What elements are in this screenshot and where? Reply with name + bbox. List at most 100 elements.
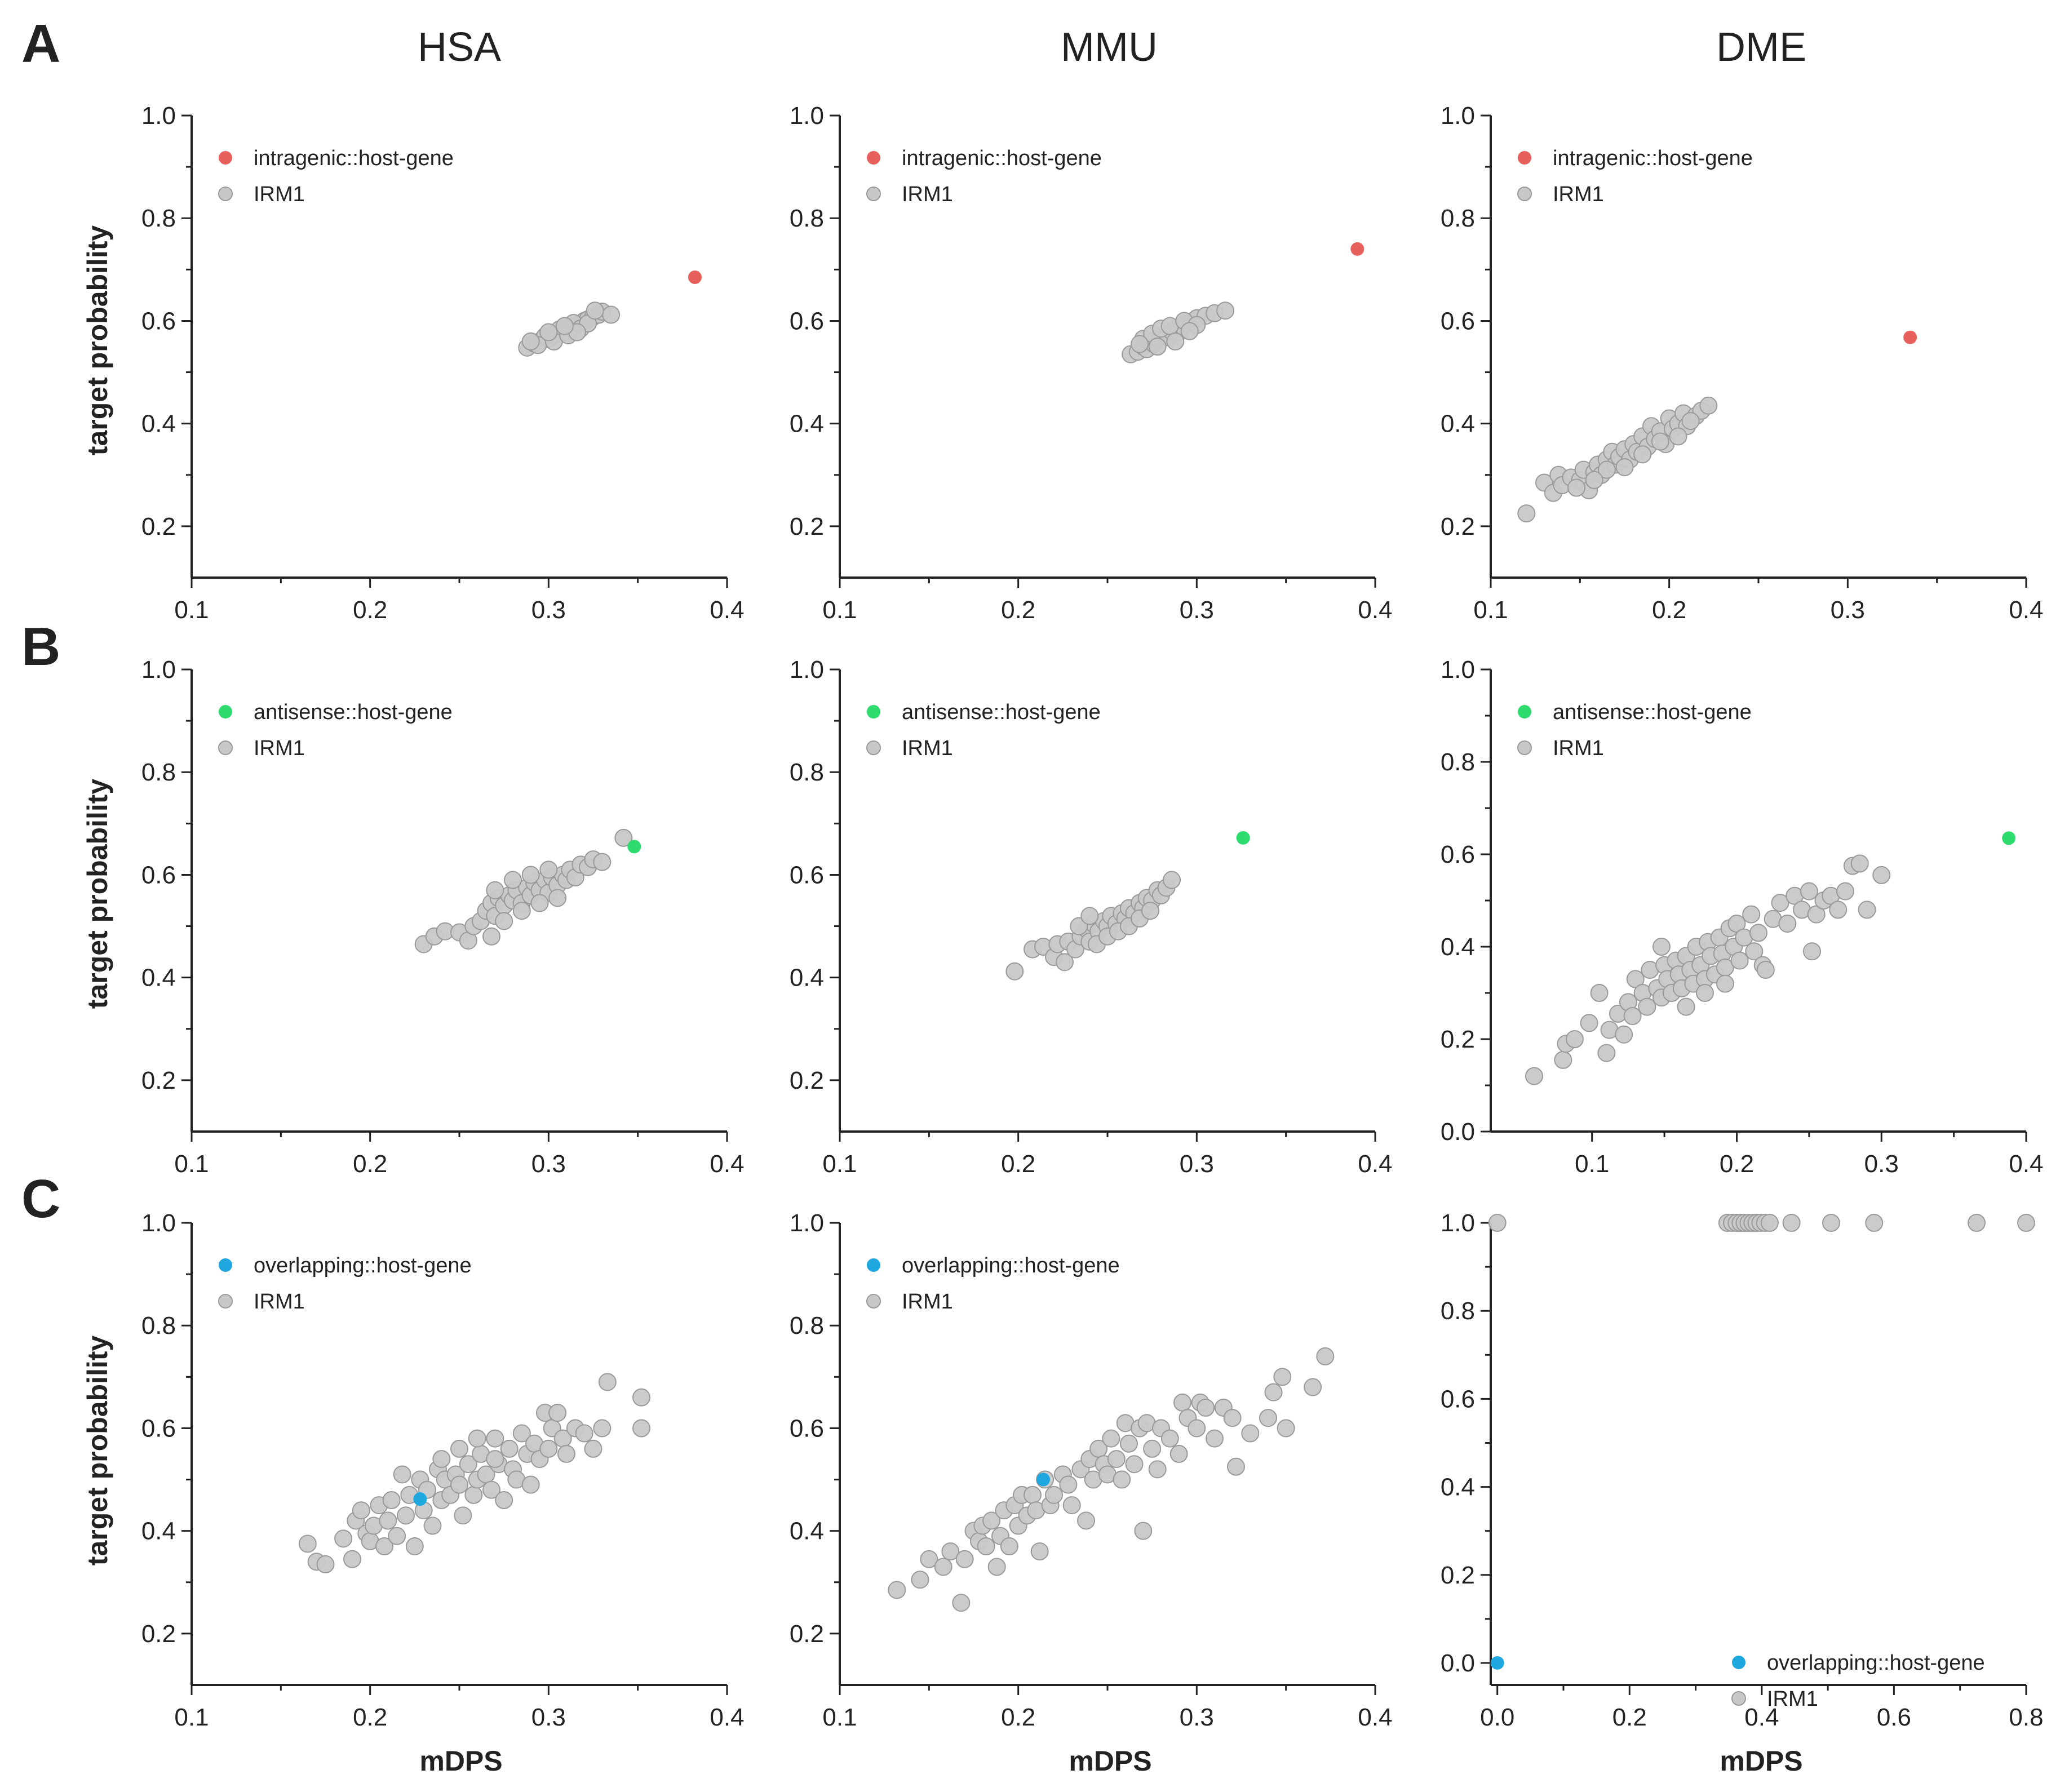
y-tick-label: 0.0 — [1441, 1118, 1475, 1146]
irm1-point — [548, 1404, 567, 1422]
legend-label: antisense::host-gene — [902, 700, 1101, 724]
irm1-point — [512, 1424, 531, 1443]
x-tick-label: 0.1 — [822, 1704, 857, 1731]
x-tick-label: 0.3 — [1180, 596, 1214, 624]
irm1-point — [614, 828, 633, 847]
x-tick-label: 0.2 — [1001, 1150, 1035, 1178]
panel-letter-c: C — [21, 1169, 60, 1229]
irm1-point — [2017, 1214, 2035, 1232]
irm1-point — [1131, 335, 1149, 353]
y-tick-label: 0.8 — [790, 205, 824, 232]
irm1-point — [1163, 871, 1181, 889]
legend-label: IRM1 — [254, 737, 305, 760]
host-gene-point — [1036, 1472, 1050, 1487]
legend-marker — [1518, 705, 1531, 718]
y-tick-label: 0.8 — [141, 759, 176, 786]
irm1-point — [888, 1581, 906, 1599]
irm1-point — [539, 1439, 558, 1458]
irm1-point — [1597, 1044, 1616, 1062]
irm1-point — [1273, 1368, 1292, 1386]
x-tick-label: 0.2 — [1652, 596, 1686, 624]
irm1-point — [1080, 907, 1099, 925]
y-axis-title-row-b: target probability — [82, 779, 113, 1009]
y-tick-label: 0.8 — [1441, 205, 1475, 232]
x-tick-label: 0.4 — [1358, 1704, 1392, 1731]
x-tick-label: 0.2 — [1612, 1704, 1647, 1731]
irm1-point — [1968, 1214, 1986, 1232]
legend-marker — [1517, 740, 1532, 755]
x-tick-label: 0.2 — [1001, 596, 1035, 624]
irm1-point — [1056, 953, 1074, 972]
irm1-point — [1638, 997, 1656, 1016]
irm1-point — [1800, 882, 1818, 901]
irm1-point — [1651, 432, 1669, 451]
legend-marker — [866, 1294, 881, 1308]
panel-letter-a: A — [21, 14, 60, 74]
legend-label: intragenic::host-gene — [254, 147, 454, 170]
irm1-point — [1173, 1393, 1191, 1412]
chart-dme-c: 0.0 0.2 0.4 0.6 0.8 1.0 0.0 0.2 0.4 0.6 0.8 overlap… — [1441, 1209, 2044, 1731]
irm1-point — [1141, 902, 1159, 920]
y-tick-label: 0.8 — [141, 1312, 176, 1339]
y-tick-label: 0.2 — [141, 1067, 176, 1094]
y-tick-label: 0.8 — [790, 1312, 824, 1339]
irm1-point — [1872, 866, 1891, 884]
irm1-point — [1580, 1014, 1598, 1032]
legend-marker — [866, 740, 881, 755]
irm1-point — [1807, 905, 1826, 924]
irm1-point — [1316, 1347, 1335, 1365]
irm1-point — [482, 1480, 500, 1499]
irm1-point — [955, 1550, 974, 1568]
irm1-point — [450, 1475, 468, 1494]
irm1-point — [1771, 894, 1789, 912]
irm1-point — [486, 881, 504, 899]
irm1-point — [1148, 1460, 1167, 1479]
y-tick-label: 0.8 — [790, 759, 824, 786]
irm1-point — [1597, 460, 1616, 479]
y-tick-label: 0.6 — [790, 1414, 824, 1442]
irm1-point — [530, 894, 549, 912]
irm1-point — [393, 1465, 411, 1484]
irm1-point — [1206, 1429, 1224, 1448]
irm1-point — [1148, 338, 1167, 356]
irm1-point — [1677, 997, 1695, 1016]
irm1-point — [539, 860, 558, 879]
irm1-point — [482, 927, 500, 946]
irm1-point — [1742, 905, 1761, 924]
x-tick-label: 0.3 — [1180, 1704, 1214, 1731]
y-tick-label: 0.0 — [1441, 1649, 1475, 1677]
legend-marker — [867, 151, 880, 165]
y-tick-label: 0.4 — [790, 410, 824, 438]
irm1-point — [1045, 1485, 1063, 1504]
y-tick-label: 0.4 — [141, 964, 176, 992]
irm1-point — [1000, 1537, 1018, 1555]
irm1-point — [1180, 322, 1199, 340]
irm1-point — [602, 305, 621, 324]
x-tick-label: 0.3 — [531, 1704, 566, 1731]
irm1-point — [1716, 974, 1734, 993]
x-tick-label: 0.4 — [2009, 596, 2043, 624]
irm1-point — [1696, 984, 1714, 1002]
legend-label: IRM1 — [1553, 737, 1604, 760]
irm1-point — [388, 1527, 406, 1545]
legend-label: IRM1 — [254, 1290, 305, 1314]
irm1-point — [1062, 1496, 1081, 1515]
irm1-point — [593, 853, 612, 871]
legend-marker — [218, 740, 233, 755]
irm1-point — [1565, 1030, 1584, 1048]
x-tick-label: 0.4 — [1358, 596, 1392, 624]
irm1-point — [1778, 915, 1797, 933]
legend-marker — [1517, 187, 1532, 201]
irm1-point — [459, 1455, 477, 1474]
x-tick-label: 0.3 — [1180, 1150, 1214, 1178]
x-tick-label: 0.2 — [353, 1150, 387, 1178]
irm1-point — [1277, 1419, 1295, 1438]
chart-hsa-b: 0.20.40.60.81.00.1 0.2 0.3 0.4antisense::ho… — [141, 656, 745, 1178]
y-tick-label: 0.2 — [790, 513, 824, 540]
irm1-point — [298, 1534, 317, 1553]
y-tick-label: 0.6 — [1441, 1385, 1475, 1413]
irm1-point — [632, 1419, 650, 1438]
irm1-point — [521, 866, 540, 884]
irm1-point — [1304, 1378, 1322, 1396]
chart-mmu-c: 0.20.40.60.81.00.1 0.2 0.3 0.4overlapping::… — [790, 1209, 1393, 1731]
